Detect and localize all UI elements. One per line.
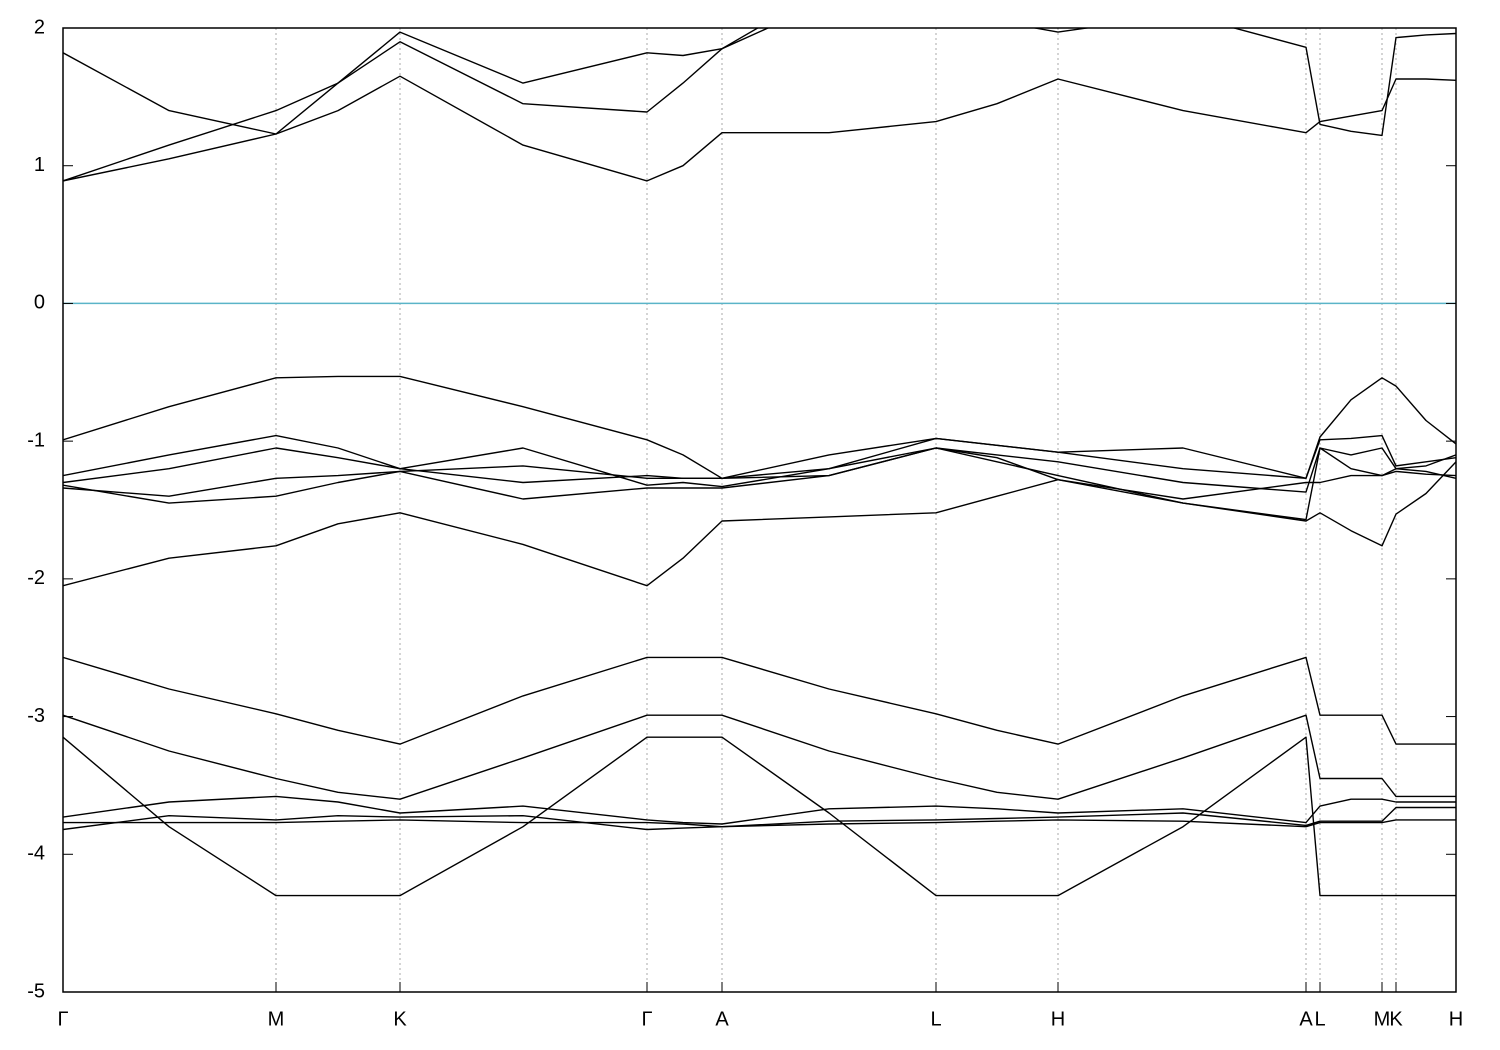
x-tick-label: H	[1449, 1008, 1463, 1030]
x-tick-label: L	[1314, 1008, 1325, 1030]
band-line	[63, 714, 1456, 800]
x-tick-label: Γ	[57, 1008, 68, 1030]
y-tick-label: 1	[34, 154, 45, 176]
band-line	[63, 806, 1456, 831]
band-line	[63, 795, 1456, 825]
band-line	[63, 375, 1456, 479]
band-line	[63, 447, 1456, 521]
band-line	[63, 447, 1456, 500]
y-tick-label: 2	[34, 16, 45, 38]
band-line	[63, 434, 1456, 484]
x-tick-label: H	[1051, 1008, 1065, 1030]
grid-layer	[62, 28, 1457, 992]
band-line	[63, 819, 1456, 828]
plot-area	[63, 28, 1456, 897]
y-tick-label: -5	[27, 980, 45, 1002]
band-line	[63, 75, 1456, 182]
y-tick-label: 0	[34, 292, 45, 314]
x-tick-label: M	[268, 1008, 285, 1030]
band-line	[63, 656, 1456, 745]
y-tick-label: -3	[27, 705, 45, 727]
x-tick-label: Γ	[641, 1008, 652, 1030]
x-tick-label: K	[393, 1008, 407, 1030]
band-line	[63, 736, 1456, 897]
x-tick-label: K	[1389, 1008, 1403, 1030]
x-tick-label: M	[1374, 1008, 1391, 1030]
y-tick-label: -1	[27, 429, 45, 451]
band-line	[63, 461, 1456, 587]
y-tick-label: -2	[27, 567, 45, 589]
band-line	[63, 28, 1456, 182]
y-tick-label: -4	[27, 843, 45, 865]
x-tick-label: A	[1299, 1008, 1313, 1030]
x-tick-label: A	[715, 1008, 729, 1030]
band-line	[63, 28, 1061, 135]
x-tick-label: L	[930, 1008, 941, 1030]
plot-frame	[62, 27, 1457, 993]
